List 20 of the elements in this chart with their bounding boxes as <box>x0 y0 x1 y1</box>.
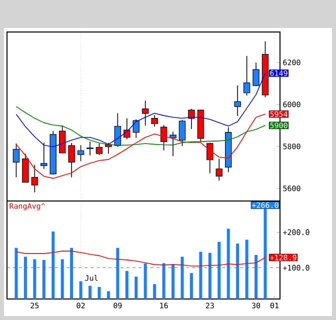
candlestick <box>206 142 214 174</box>
candlestick <box>86 141 94 156</box>
candlestick <box>142 100 149 126</box>
candlestick <box>58 125 66 154</box>
candlestick <box>40 142 48 170</box>
candlestick <box>105 142 112 154</box>
candlestick <box>151 114 158 128</box>
candlestick <box>170 131 176 156</box>
candlestick <box>12 143 20 178</box>
candlestick <box>243 56 250 96</box>
line-series <box>16 106 266 146</box>
candlestick <box>124 118 130 140</box>
line-series <box>16 114 266 179</box>
candlestick <box>234 85 241 116</box>
candlestick <box>252 62 260 87</box>
candlestick <box>188 108 195 130</box>
candlestick <box>160 124 168 151</box>
candlestick <box>77 144 84 162</box>
candlestick <box>96 143 103 156</box>
candlestick <box>178 120 186 146</box>
